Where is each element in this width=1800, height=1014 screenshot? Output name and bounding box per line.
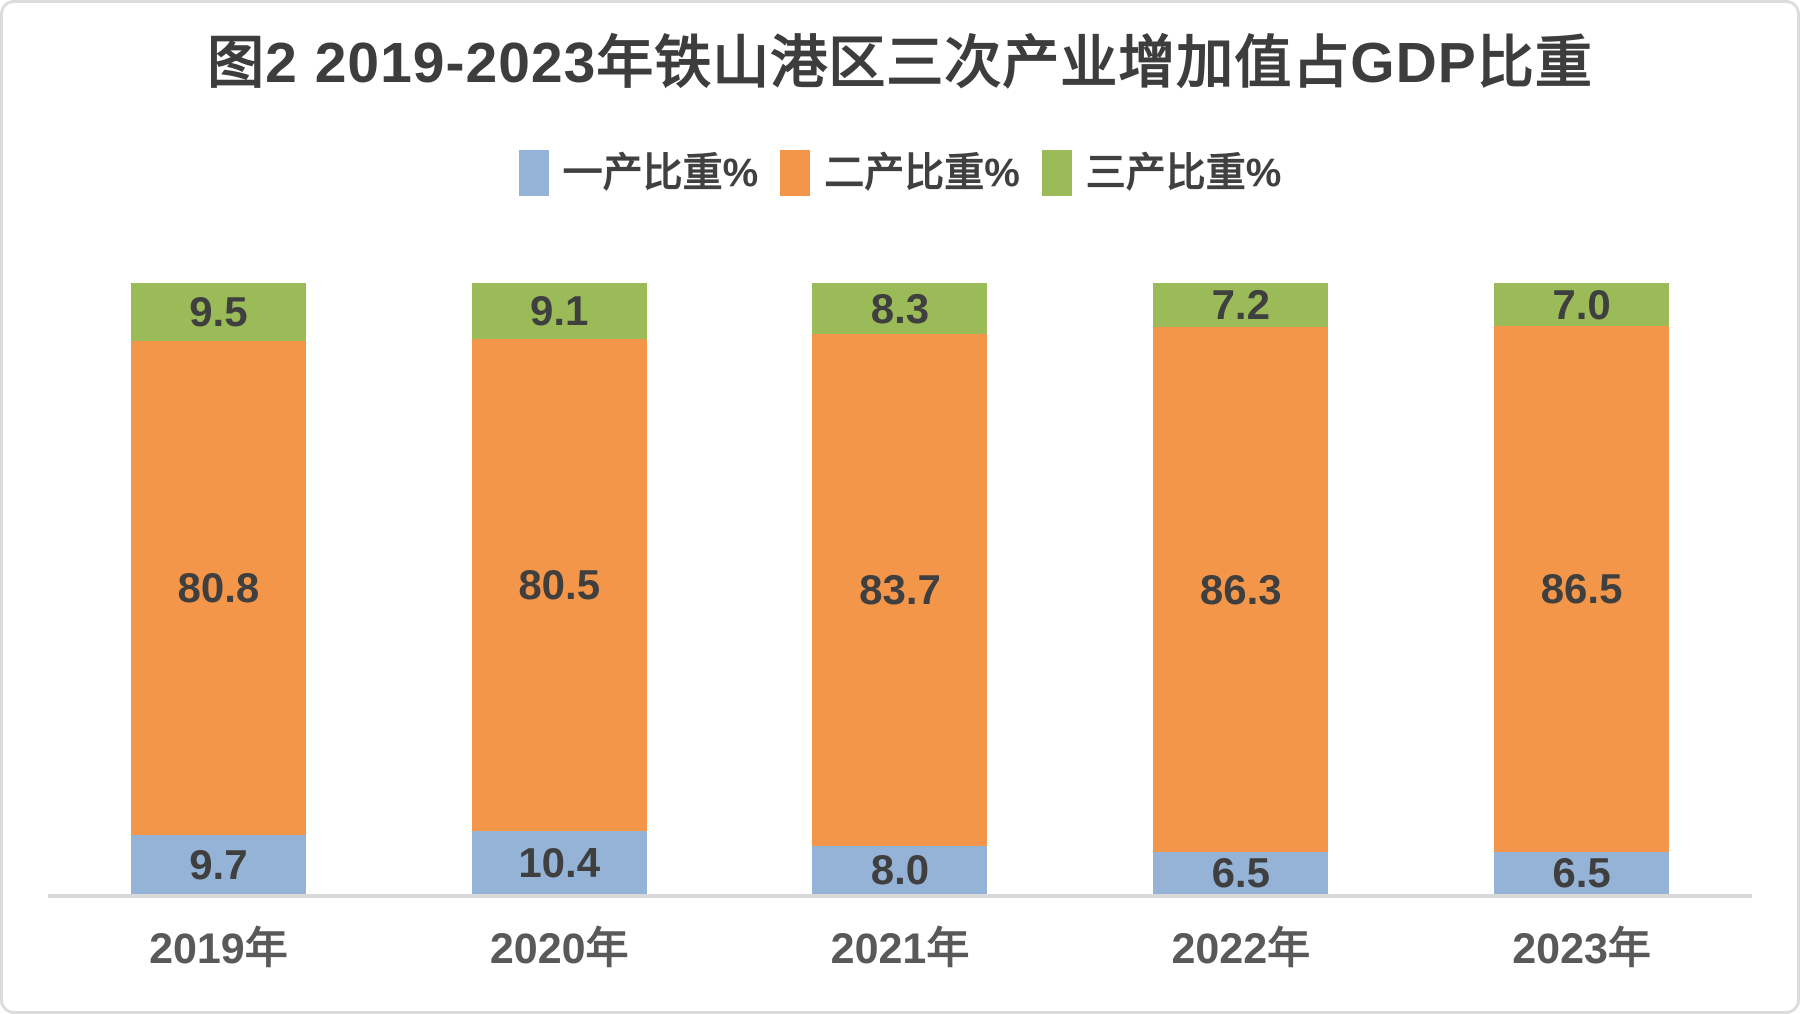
value-label: 9.1 [529, 287, 589, 335]
x-axis-label-2: 2020年 [489, 925, 629, 974]
bar-segment-series-3: 7.0 [1494, 280, 1670, 328]
value-label: 6.5 [1211, 849, 1270, 897]
bar-segment-series-2: 86.3 [1153, 327, 1329, 853]
value-label: 80.8 [177, 564, 260, 612]
value-label: 86.3 [1199, 565, 1282, 613]
bar-segment-series-1: 6.5 [1153, 849, 1329, 897]
bar-segment-series-2: 80.5 [471, 338, 647, 831]
bar-segment-series-3: 9.5 [130, 283, 306, 342]
bar-segment-series-3: 9.1 [471, 283, 647, 339]
bar-segment-series-1: 8.0 [812, 845, 988, 895]
legend-swatch-icon [1041, 150, 1072, 197]
bar-column-2019年: 9.5 80.8 9.7 [48, 283, 389, 895]
bar-column-2020年: 9.1 80.5 10.4 [389, 283, 730, 895]
bar-segment-series-3: 7.2 [1153, 281, 1329, 329]
x-axis-label-3: 2021年 [830, 925, 970, 974]
bar-segment-series-1: 6.5 [1494, 849, 1670, 897]
bar-segment-series-3: 8.3 [812, 283, 988, 335]
legend-item-1: 一产比重% [518, 150, 759, 197]
stacked-bar: 9.5 80.8 9.7 [130, 283, 306, 895]
bar-segment-series-1: 10.4 [471, 830, 647, 895]
chart-legend: 一产比重% 二产比重% 三产比重% [3, 149, 1797, 197]
value-label: 6.5 [1552, 849, 1611, 897]
bar-column-2021年: 8.3 83.7 8.0 [730, 283, 1071, 895]
chart-title: 图2 2019-2023年铁山港区三次产业增加值占GDP比重 [207, 31, 1593, 95]
x-axis-label-1: 2019年 [149, 925, 288, 974]
stacked-bar: 9.1 80.5 10.4 [471, 283, 647, 895]
legend-label: 三产比重% [1085, 151, 1282, 196]
stacked-bar: 7.2 86.3 6.5 [1153, 281, 1329, 897]
value-label: 7.2 [1211, 281, 1270, 329]
bar-segment-series-2: 80.8 [130, 341, 306, 836]
value-label: 83.7 [859, 565, 941, 613]
value-label: 8.3 [870, 284, 930, 332]
value-label: 86.5 [1540, 565, 1623, 613]
stacked-bar: 8.3 83.7 8.0 [812, 283, 988, 895]
bar-segment-series-2: 83.7 [812, 334, 988, 846]
value-label: 8.0 [870, 845, 930, 893]
value-label: 10.4 [518, 838, 601, 886]
legend-item-2: 二产比重% [780, 150, 1020, 197]
legend-item-3: 三产比重% [1041, 150, 1282, 197]
x-axis-labels: 2019年 2020年 2021年 2022年 2023年 [48, 898, 1752, 974]
value-label: 9.5 [189, 288, 248, 336]
value-label: 80.5 [518, 560, 601, 608]
legend-swatch-icon [780, 150, 811, 197]
bar-segment-series-2: 86.5 [1494, 325, 1670, 853]
bar-segment-series-1: 9.7 [130, 835, 306, 895]
x-axis-label-4: 2022年 [1171, 925, 1311, 974]
plot-area: 9.5 80.8 9.7 9.1 80.5 10.4 8.3 83.7 8.0 7.2 86.3 6.… [48, 280, 1752, 897]
legend-label: 二产比重% [824, 151, 1020, 196]
x-axis-line [48, 894, 1752, 899]
bar-column-2023年: 7.0 86.5 6.5 [1411, 280, 1752, 897]
legend-label: 一产比重% [562, 151, 759, 196]
value-label: 7.0 [1552, 280, 1611, 328]
x-axis-label-5: 2023年 [1512, 925, 1651, 974]
value-label: 9.7 [189, 840, 248, 888]
bar-column-2022年: 7.2 86.3 6.5 [1070, 281, 1411, 897]
stacked-bar: 7.0 86.5 6.5 [1494, 280, 1670, 897]
legend-swatch-icon [518, 150, 549, 197]
